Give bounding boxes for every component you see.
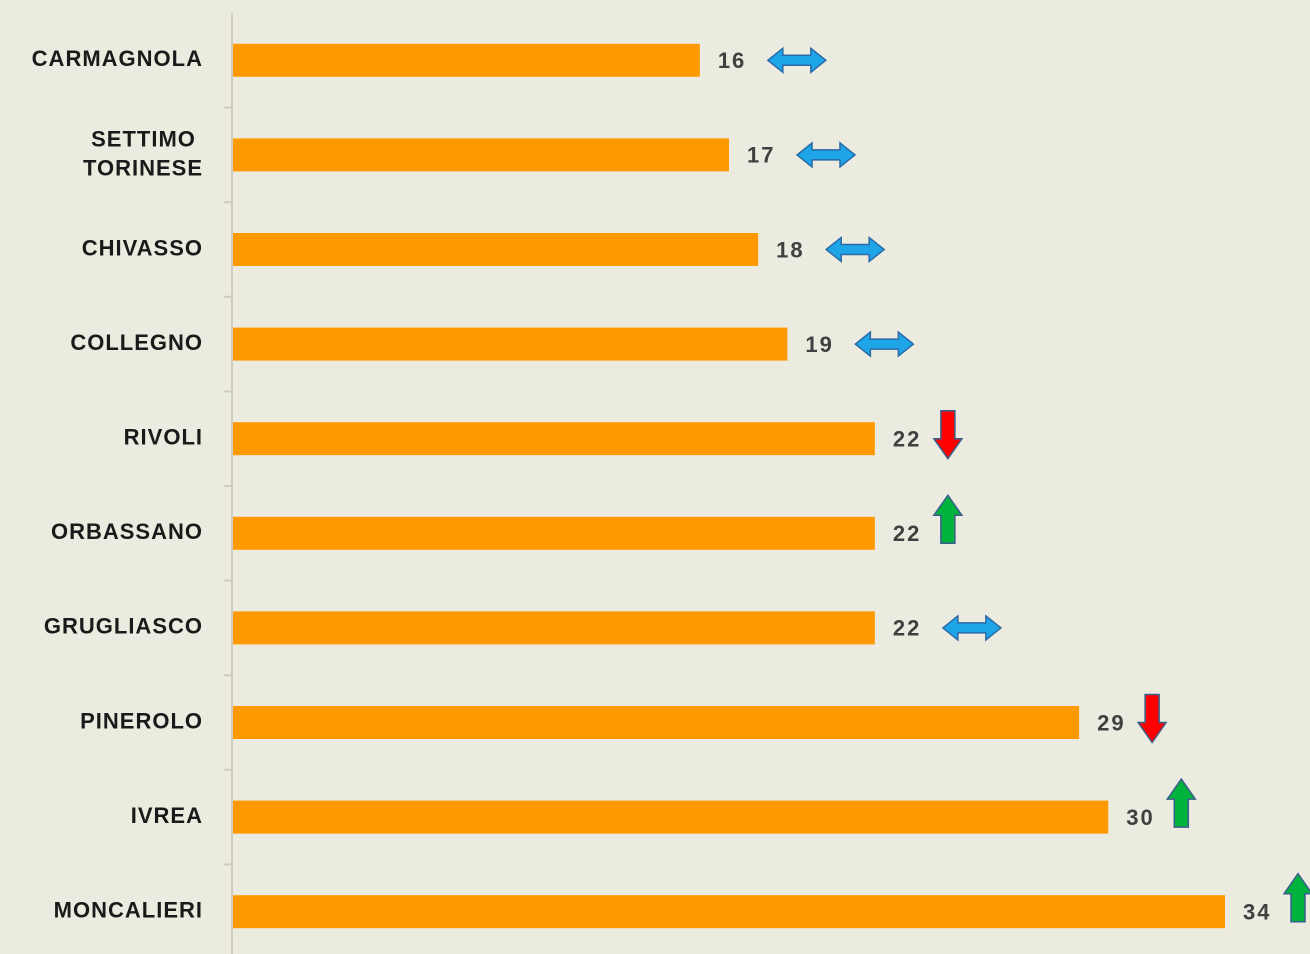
value-label: 17 — [747, 143, 775, 168]
bar — [233, 800, 1109, 834]
value-label: 22 — [893, 427, 921, 452]
value-label: 34 — [1243, 900, 1271, 925]
trend-arrow — [795, 141, 857, 169]
category-label: ORBASSANO — [51, 519, 203, 544]
bar — [233, 138, 729, 172]
trend-arrow — [1136, 693, 1168, 744]
trend-arrow — [1282, 872, 1310, 923]
trend-arrow — [1165, 777, 1197, 828]
category-label-line: SETTIMO — [91, 126, 203, 151]
value-label: 22 — [893, 616, 921, 641]
category-label: SETTIMO TORINESE — [83, 126, 203, 180]
trend-arrow — [932, 493, 964, 545]
category-label: CHIVASSO — [82, 235, 203, 260]
value-label: 22 — [893, 521, 921, 546]
category-label: PINEROLO — [80, 708, 203, 733]
category-label: CARMAGNOLA — [32, 46, 203, 71]
value-label: 16 — [718, 48, 746, 73]
value-label: 29 — [1097, 710, 1125, 735]
trend-arrow — [824, 235, 886, 264]
bar — [233, 422, 875, 456]
trend-arrow — [854, 330, 915, 358]
value-label: 30 — [1126, 805, 1154, 830]
category-label: IVREA — [131, 803, 203, 828]
bar — [233, 895, 1225, 929]
category-label: GRUGLIASCO — [44, 614, 203, 639]
trend-arrow — [766, 46, 828, 74]
trend-arrow — [941, 614, 1003, 642]
category-label-line: TORINESE — [83, 155, 203, 180]
bar — [233, 233, 759, 266]
category-label: COLLEGNO — [70, 330, 203, 355]
category-label: RIVOLI — [124, 425, 203, 450]
bar — [233, 611, 875, 645]
bar — [233, 516, 875, 550]
bar — [233, 706, 1080, 739]
bar — [233, 327, 788, 361]
bar — [233, 43, 700, 77]
trend-arrow — [932, 409, 964, 461]
category-label: MONCALIERI — [54, 898, 203, 923]
value-label: 18 — [776, 237, 804, 262]
value-label: 19 — [805, 332, 833, 357]
